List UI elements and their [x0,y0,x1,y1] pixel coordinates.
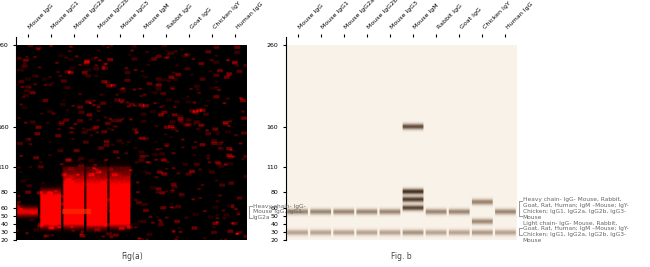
Text: Fig(a): Fig(a) [121,252,142,261]
Text: Heavy chain- IgG-
Mouse IgG, IgG1,
IgG2a: Heavy chain- IgG- Mouse IgG, IgG1, IgG2a [253,204,306,220]
Text: Light chain- IgG- Mouse, Rabbit,
Goat, Rat, Human; IgM –Mouse; IgY-
Chicken; IgG: Light chain- IgG- Mouse, Rabbit, Goat, R… [523,221,629,243]
Text: Fig. b: Fig. b [391,252,411,261]
Text: Heavy chain- IgG- Mouse, Rabbit,
Goat, Rat, Human; IgM –Mouse; IgY-
Chicken; IgG: Heavy chain- IgG- Mouse, Rabbit, Goat, R… [523,197,629,220]
